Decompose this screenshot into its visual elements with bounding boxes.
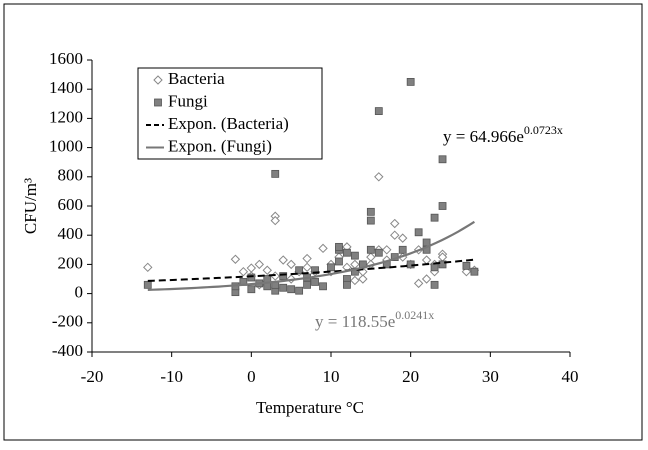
x-tick-label: 20 xyxy=(402,367,419,386)
equation-part: 0.0723 xyxy=(524,123,557,137)
point xyxy=(374,172,384,182)
legend-label: Bacteria xyxy=(168,69,225,88)
point xyxy=(295,286,304,295)
point xyxy=(414,228,423,237)
point xyxy=(397,233,408,243)
point xyxy=(374,107,383,115)
equation-part: y = xyxy=(315,312,342,331)
point xyxy=(230,254,241,264)
equation-part: x xyxy=(428,308,434,322)
point xyxy=(247,273,256,282)
y-tick-label: 800 xyxy=(58,166,84,185)
trend-equation: y = 118.55e0.0241x xyxy=(315,308,434,331)
point xyxy=(335,242,343,251)
point xyxy=(390,230,400,240)
x-tick-label: 40 xyxy=(562,367,579,386)
legend-marker xyxy=(153,75,163,85)
point xyxy=(366,207,375,216)
point xyxy=(254,259,265,270)
y-tick-label: 1200 xyxy=(49,107,83,126)
point xyxy=(143,280,152,289)
point xyxy=(430,263,439,272)
y-tick-label: 1600 xyxy=(49,49,83,68)
point xyxy=(287,285,296,294)
point xyxy=(295,266,304,275)
point xyxy=(319,282,327,291)
point xyxy=(350,275,360,286)
point xyxy=(302,253,312,264)
y-tick-label: 1400 xyxy=(49,78,83,97)
point xyxy=(366,216,375,225)
point xyxy=(438,260,447,269)
point xyxy=(311,266,319,275)
point xyxy=(327,263,335,272)
point xyxy=(438,202,447,210)
point xyxy=(303,280,312,289)
point xyxy=(238,266,249,277)
equation-part: y = xyxy=(443,127,470,146)
trendline xyxy=(147,220,475,291)
y-tick-label: 200 xyxy=(58,253,84,272)
point xyxy=(278,255,288,265)
equation-part: 64.966 xyxy=(470,127,517,146)
x-tick-label: 30 xyxy=(482,367,499,386)
y-tick-label: 0 xyxy=(75,283,84,302)
equation-part: x xyxy=(557,123,563,137)
equation-part: 118.55 xyxy=(342,312,388,331)
y-axis-label: CFU/m³ xyxy=(21,178,40,234)
point xyxy=(413,278,424,289)
point xyxy=(302,262,312,273)
point xyxy=(390,218,400,229)
point xyxy=(462,261,471,270)
x-tick-label: -20 xyxy=(81,367,104,386)
point xyxy=(470,267,479,276)
point xyxy=(286,259,296,270)
legend-label: Expon. (Fungi) xyxy=(168,136,272,155)
point xyxy=(430,280,439,289)
point xyxy=(350,251,359,260)
point xyxy=(430,213,439,222)
point xyxy=(350,267,359,276)
equation-part: e xyxy=(388,312,396,331)
equation-part: e xyxy=(516,127,524,146)
point xyxy=(382,245,392,255)
point xyxy=(279,283,288,292)
y-tick-label: -400 xyxy=(52,341,83,360)
point xyxy=(271,169,280,178)
y-tick-label: 400 xyxy=(58,224,84,243)
legend-label: Expon. (Bacteria) xyxy=(168,114,289,133)
trend-equation: y = 64.966e0.0723x xyxy=(443,123,563,146)
legend-marker xyxy=(154,98,162,107)
point xyxy=(143,262,153,273)
point xyxy=(335,257,343,266)
point xyxy=(343,280,351,289)
point xyxy=(421,274,432,284)
y-tick-label: 1000 xyxy=(49,137,83,156)
x-tick-label: 0 xyxy=(247,367,256,386)
point xyxy=(358,274,368,284)
x-tick-label: -10 xyxy=(160,367,183,386)
y-tick-label: -200 xyxy=(52,312,83,331)
point xyxy=(279,272,288,280)
x-axis-label: Temperature °C xyxy=(256,398,364,417)
x-tick-label: 10 xyxy=(323,367,340,386)
point xyxy=(374,248,383,257)
legend-label: Fungi xyxy=(168,91,208,110)
frame xyxy=(3,3,643,441)
point xyxy=(343,248,351,257)
point xyxy=(406,78,415,86)
y-tick-label: 600 xyxy=(58,195,84,214)
point xyxy=(438,155,447,164)
point xyxy=(262,265,272,275)
point xyxy=(398,245,407,254)
equation-part: 0.0241 xyxy=(395,308,428,322)
point xyxy=(318,243,328,254)
point xyxy=(270,215,280,226)
legend-box xyxy=(137,67,323,160)
point xyxy=(366,245,375,254)
point xyxy=(311,278,319,286)
point xyxy=(247,285,256,294)
